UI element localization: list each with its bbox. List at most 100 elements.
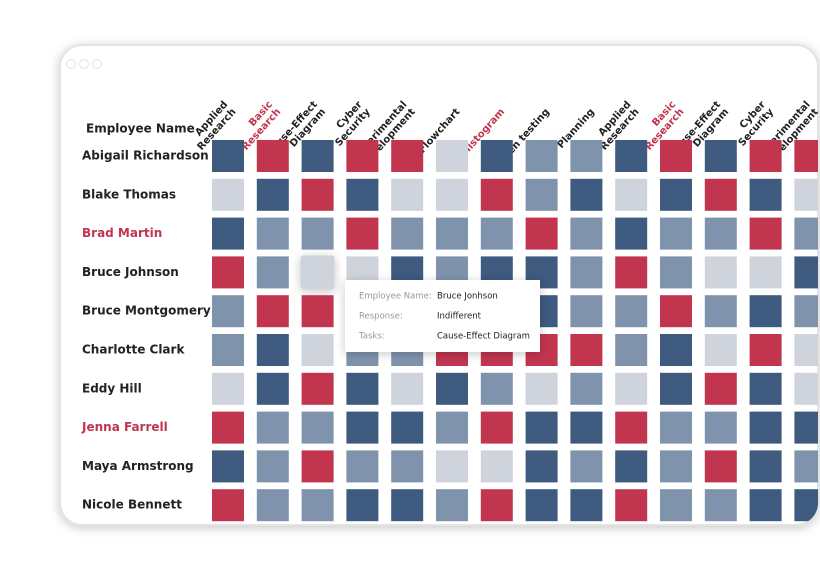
cell — [794, 489, 818, 522]
cell — [256, 217, 289, 250]
cell — [256, 489, 289, 522]
cell — [301, 295, 334, 328]
row-label: Bruce Johnson — [82, 265, 179, 279]
y-title: Employee Name — [86, 122, 195, 136]
cell — [212, 256, 244, 289]
row-label: Maya Armstrong — [82, 459, 194, 473]
cell — [301, 450, 334, 483]
cell — [212, 178, 244, 211]
cell — [525, 489, 558, 522]
cell — [615, 450, 648, 483]
cell — [301, 334, 334, 366]
row-label: Jenna Farrell — [81, 420, 168, 434]
cell — [436, 140, 468, 172]
cell — [704, 489, 737, 522]
cell — [749, 450, 782, 483]
cell — [436, 178, 468, 211]
cell — [391, 140, 424, 172]
cell — [615, 295, 648, 328]
cell — [480, 411, 513, 444]
cell — [346, 140, 379, 172]
row-label: Brad Martin — [82, 226, 162, 240]
cell — [212, 411, 244, 444]
window-dots — [66, 59, 102, 69]
cell — [660, 450, 692, 483]
cell — [615, 334, 648, 366]
cell — [480, 217, 513, 250]
cell — [660, 372, 692, 405]
cell — [570, 295, 603, 328]
row-label: Charlotte Clark — [82, 343, 185, 357]
cell — [660, 178, 692, 211]
cell — [436, 411, 468, 444]
cell — [570, 140, 603, 172]
cell — [480, 489, 513, 522]
cell — [212, 217, 244, 250]
tooltip: Employee Name: Bruce Jonhson Response: Indi… — [345, 280, 540, 352]
cell — [212, 140, 244, 172]
cell — [749, 295, 782, 328]
cell — [660, 140, 692, 172]
cell — [346, 178, 379, 211]
cell — [615, 372, 648, 405]
cell — [480, 450, 513, 483]
cell — [391, 450, 424, 483]
cell — [391, 178, 424, 211]
cell — [391, 372, 424, 405]
cell — [570, 178, 603, 211]
cell — [794, 334, 818, 366]
cell — [346, 411, 379, 444]
cell — [256, 372, 289, 405]
cell — [301, 372, 334, 405]
cell — [660, 334, 692, 366]
cell — [615, 178, 648, 211]
cell — [525, 450, 558, 483]
cell — [301, 140, 334, 172]
cell — [391, 411, 424, 444]
cell — [301, 178, 334, 211]
tooltip-box — [345, 280, 540, 352]
cell — [660, 217, 692, 250]
cell — [749, 372, 782, 405]
cell — [794, 295, 818, 328]
cell — [301, 217, 334, 250]
cell — [615, 489, 648, 522]
cell — [794, 256, 818, 289]
cell — [436, 372, 468, 405]
cell — [570, 489, 603, 522]
cell — [704, 140, 737, 172]
cell — [525, 411, 558, 444]
cell — [615, 140, 648, 172]
row-label: Abigail Richardson — [82, 149, 209, 163]
cell — [749, 411, 782, 444]
cell — [346, 217, 379, 250]
cell — [256, 295, 289, 328]
cell — [704, 256, 737, 289]
row-label: Eddy Hill — [82, 381, 142, 395]
cell — [749, 489, 782, 522]
row-label: Bruce Montgomery — [82, 304, 211, 318]
cell — [660, 489, 692, 522]
cell — [256, 256, 289, 289]
cell — [525, 178, 558, 211]
cell — [749, 334, 782, 366]
cell — [570, 372, 603, 405]
cell — [525, 372, 558, 405]
tooltip-label: Employee Name: — [359, 292, 432, 302]
cell — [300, 255, 335, 290]
cell — [570, 411, 603, 444]
cell — [615, 256, 648, 289]
cell — [704, 450, 737, 483]
cell — [749, 256, 782, 289]
cell — [256, 178, 289, 211]
cell — [256, 334, 289, 366]
cell — [704, 372, 737, 405]
cell — [794, 140, 818, 172]
cell — [570, 256, 603, 289]
cell — [301, 489, 334, 522]
cell — [346, 489, 379, 522]
cell — [256, 411, 289, 444]
cell — [704, 334, 737, 366]
cell — [212, 372, 244, 405]
